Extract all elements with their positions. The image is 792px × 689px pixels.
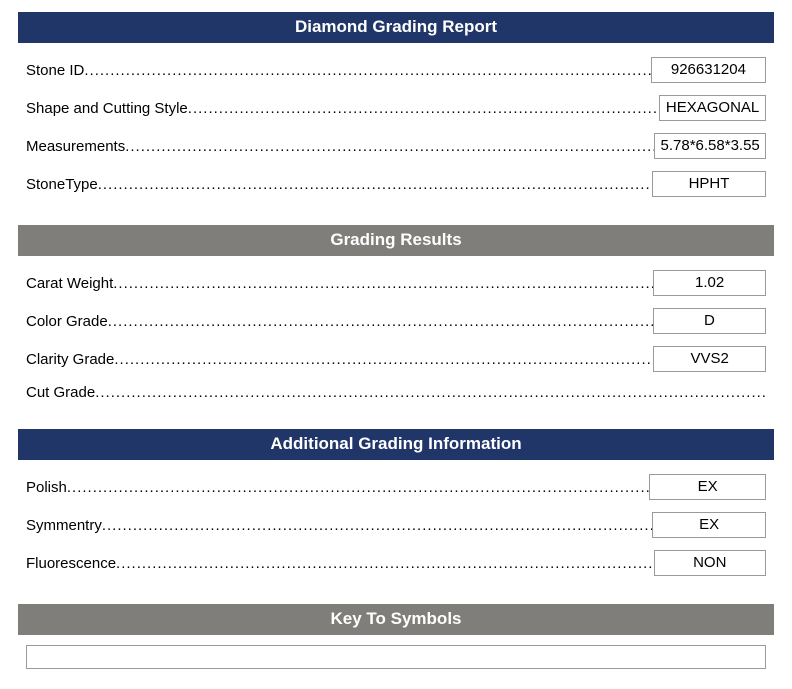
label-text-clarity: Clarity Grade <box>26 351 114 368</box>
report-rows: Stone ID 926631204 Shape and Cutting Sty… <box>18 43 774 213</box>
symbols-box <box>26 645 766 669</box>
label-text-stonetype: StoneType <box>26 176 98 193</box>
row-color: Color Grade D <box>26 308 766 334</box>
label-text-carat: Carat Weight <box>26 275 113 292</box>
section-header-grading: Grading Results <box>18 225 774 256</box>
row-symm: Symmentry EX <box>26 512 766 538</box>
value-polish: EX <box>649 474 766 500</box>
row-cut: Cut Grade <box>26 384 766 401</box>
label-fluor: Fluorescence <box>26 555 654 572</box>
row-stonetype: StoneType HPHT <box>26 171 766 197</box>
label-text-color: Color Grade <box>26 313 108 330</box>
label-text-polish: Polish <box>26 479 67 496</box>
additional-rows: Polish EX Symmentry EX Fluorescence NON <box>18 460 774 592</box>
label-symm: Symmentry <box>26 517 652 534</box>
section-header-report: Diamond Grading Report <box>18 12 774 43</box>
value-stone-id: 926631204 <box>651 57 766 83</box>
label-text-fluor: Fluorescence <box>26 555 116 572</box>
label-cut: Cut Grade <box>26 384 766 401</box>
label-carat: Carat Weight <box>26 275 653 292</box>
row-carat: Carat Weight 1.02 <box>26 270 766 296</box>
label-clarity: Clarity Grade <box>26 351 653 368</box>
row-polish: Polish EX <box>26 474 766 500</box>
grading-rows: Carat Weight 1.02 Color Grade D Clarity … <box>18 256 774 417</box>
section-header-symbols: Key To Symbols <box>18 604 774 635</box>
label-text-measure: Measurements <box>26 138 125 155</box>
label-text-shape: Shape and Cutting Style <box>26 100 188 117</box>
row-clarity: Clarity Grade VVS2 <box>26 346 766 372</box>
value-clarity: VVS2 <box>653 346 766 372</box>
label-stonetype: StoneType <box>26 176 652 193</box>
value-fluor: NON <box>654 550 766 576</box>
row-shape: Shape and Cutting Style HEXAGONAL <box>26 95 766 121</box>
row-measure: Measurements 5.78*6.58*3.55 <box>26 133 766 159</box>
row-fluor: Fluorescence NON <box>26 550 766 576</box>
label-text-symm: Symmentry <box>26 517 102 534</box>
value-symm: EX <box>652 512 766 538</box>
label-shape: Shape and Cutting Style <box>26 100 659 117</box>
section-header-additional: Additional Grading Information <box>18 429 774 460</box>
value-stonetype: HPHT <box>652 171 766 197</box>
value-shape: HEXAGONAL <box>659 95 766 121</box>
value-color: D <box>653 308 766 334</box>
value-carat: 1.02 <box>653 270 766 296</box>
label-color: Color Grade <box>26 313 653 330</box>
value-measure: 5.78*6.58*3.55 <box>654 133 766 159</box>
label-measure: Measurements <box>26 138 654 155</box>
label-text-stone-id: Stone ID <box>26 62 84 79</box>
label-text-cut: Cut Grade <box>26 384 95 401</box>
label-polish: Polish <box>26 479 649 496</box>
row-stone-id: Stone ID 926631204 <box>26 57 766 83</box>
label-stone-id: Stone ID <box>26 62 651 79</box>
